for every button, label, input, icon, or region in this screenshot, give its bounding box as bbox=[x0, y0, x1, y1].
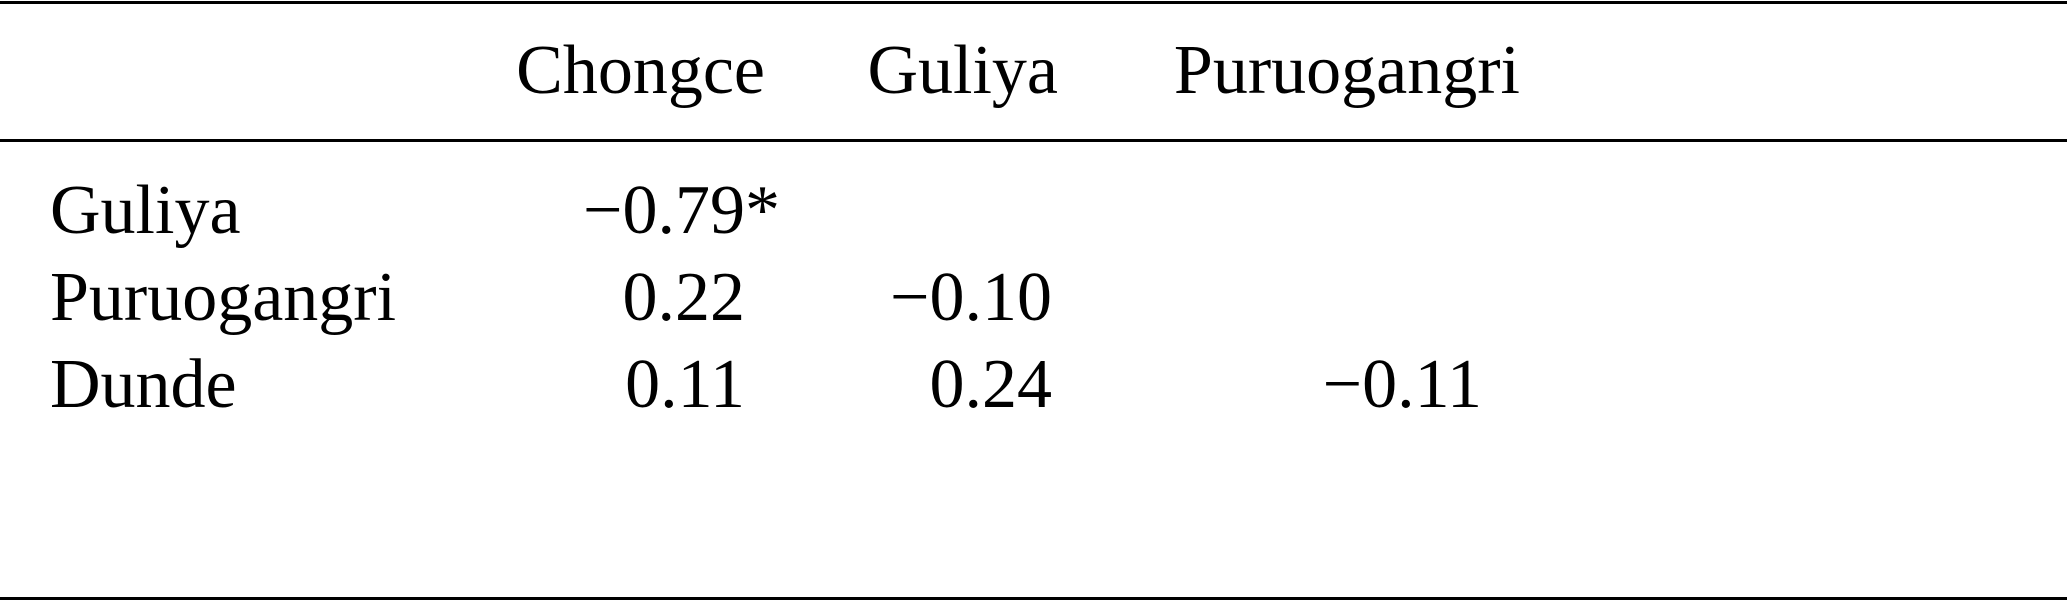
row-label-dunde: Dunde bbox=[50, 346, 237, 423]
cell-value: −0.79 bbox=[583, 172, 745, 249]
bottom-rule bbox=[0, 597, 2067, 600]
cell-dunde-guliya: 0.24 bbox=[929, 346, 1053, 423]
column-header-chongce: Chongce bbox=[516, 32, 765, 109]
row-label-guliya: Guliya bbox=[50, 172, 241, 249]
cell-dunde-puruogangri: −0.11 bbox=[1322, 346, 1482, 423]
cell-guliya-chongce: −0.79 * bbox=[583, 176, 780, 246]
cell-puruogangri-chongce: 0.22 bbox=[622, 259, 746, 336]
significance-mark: * bbox=[745, 172, 780, 249]
cell-dunde-chongce: 0.11 bbox=[625, 346, 745, 423]
row-label-puruogangri: Puruogangri bbox=[50, 259, 397, 336]
top-rule bbox=[0, 1, 2067, 4]
column-header-puruogangri: Puruogangri bbox=[1173, 32, 1520, 109]
column-header-guliya: Guliya bbox=[867, 32, 1058, 109]
header-rule bbox=[0, 139, 2067, 142]
cell-puruogangri-guliya: −0.10 bbox=[890, 259, 1052, 336]
